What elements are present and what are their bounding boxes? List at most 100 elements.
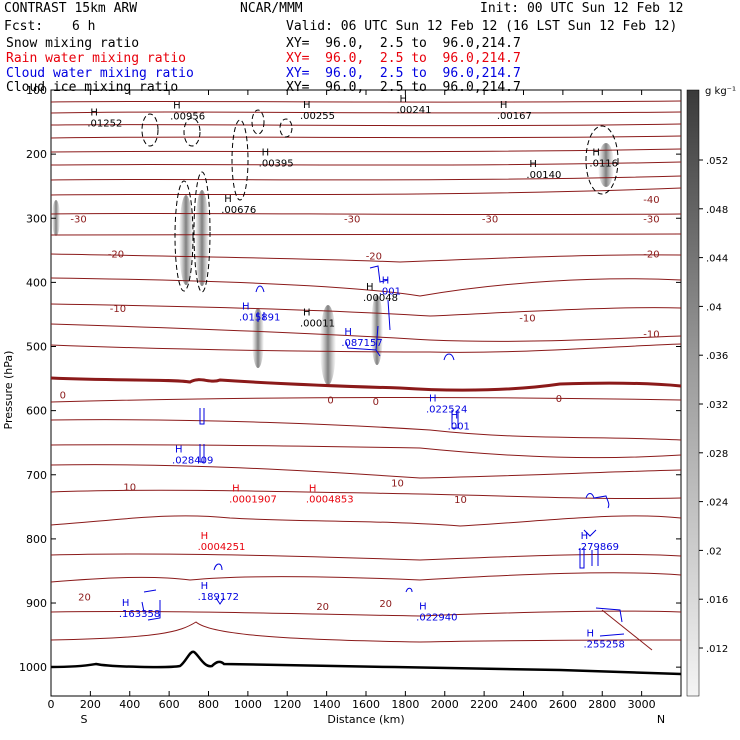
y-tick-label: 300: [26, 212, 47, 225]
shade-blob: [252, 308, 264, 368]
colorbar-tick-label: .048: [706, 205, 728, 216]
shade-blob: [371, 295, 383, 365]
maximum-marker: H: [451, 410, 459, 421]
y-tick-label: 800: [26, 533, 47, 546]
y-tick-label: 600: [26, 405, 47, 418]
colorbar-tick-label: .02: [706, 546, 722, 557]
colorbar-tick-label: .032: [706, 400, 728, 411]
temperature-label: 10: [123, 482, 136, 493]
temperature-label: 0: [556, 394, 562, 405]
maximum-value: .0116: [589, 158, 618, 169]
temperature-label: 10: [391, 478, 404, 489]
x-tick-label: 800: [198, 698, 219, 711]
temperature-label: -30: [344, 214, 360, 225]
maximum-value: .255258: [584, 639, 625, 650]
temperature-label: 20: [78, 593, 91, 604]
maximum-marker: H: [303, 308, 311, 319]
y-tick-label: 500: [26, 341, 47, 354]
maximum-value: .00395: [259, 158, 294, 169]
maximum-marker: H: [232, 483, 240, 494]
colorbar-tick-label: .012: [706, 644, 728, 655]
x-tick-label: 0: [48, 698, 55, 711]
maximum-marker: H: [262, 147, 270, 158]
maximum-value: .189172: [198, 592, 239, 603]
colorbar-tick-label: .016: [706, 595, 728, 606]
maximum-marker: H: [175, 444, 183, 455]
model-title: CONTRAST 15km ARW: [4, 1, 138, 16]
x-tick-label: 2200: [470, 698, 498, 711]
temperature-label: -10: [110, 304, 126, 315]
y-tick-label: 700: [26, 469, 47, 482]
maximum-marker: H: [429, 394, 437, 405]
maximum-marker: H: [122, 598, 130, 609]
maximum-value: .00676: [221, 205, 256, 216]
colorbar-tick-label: .044: [706, 254, 728, 265]
shade-blob: [598, 143, 614, 187]
maximum-marker: H: [242, 301, 250, 312]
field-snow-name: Snow mixing ratio: [6, 36, 140, 51]
maximum-marker: H: [303, 100, 311, 111]
maximum-value: .0004853: [306, 494, 354, 505]
temperature-label: -30: [643, 214, 659, 225]
field-rain-name: Rain water mixing ratio: [6, 51, 187, 66]
maximum-marker: H: [529, 159, 537, 170]
maximum-marker: H: [344, 327, 352, 338]
cloud-water-contours: [141, 265, 625, 637]
maximum-value: .022940: [416, 612, 457, 623]
x-tick-label: 2400: [510, 698, 538, 711]
maximum-marker: H: [309, 483, 317, 494]
freezing-level-contour: [50, 376, 682, 392]
maximum-value: .00140: [526, 170, 561, 181]
field-rain-xy: XY= 96.0, 2.5 to 96.0,214.7: [286, 51, 521, 66]
center-title: NCAR/MMM: [240, 1, 303, 16]
x-tick-label: 2800: [588, 698, 616, 711]
field-cloudice-name: Cloud ice mixing ratio: [6, 80, 179, 95]
maximum-marker: H: [592, 147, 600, 158]
snow-contours: [141, 109, 619, 293]
field-cloudwater-name: Cloud water mixing ratio: [6, 66, 194, 81]
x-tick-label: 2000: [431, 698, 459, 711]
maximum-marker: H: [587, 628, 595, 639]
maximum-value: .022524: [426, 405, 467, 416]
maximum-marker: H: [500, 100, 508, 111]
colorbar-tick-label: .052: [706, 156, 728, 167]
maximum-value: .001: [379, 287, 401, 298]
x-tick-label: 1200: [273, 698, 301, 711]
temperature-label: -20: [108, 250, 124, 261]
maximum-marker: H: [201, 581, 209, 592]
temperature-label: 0: [373, 397, 379, 408]
x-tick-label: 400: [119, 698, 140, 711]
temperature-label: -20: [366, 251, 382, 262]
plot-frame: [50, 89, 682, 697]
temperature-label: -30: [482, 214, 498, 225]
y-axis-label: Pressure (hPa): [2, 351, 15, 430]
x-tick-label: 600: [159, 698, 180, 711]
maximum-value: .00956: [170, 112, 205, 123]
colorbar-unit: g kg⁻¹: [705, 86, 736, 97]
maximum-marker: H: [419, 601, 427, 612]
y-tick-label: 900: [26, 597, 47, 610]
colorbar-ticks: .052 .048 .044 .04 .036 .032 .028 .024 .02 .016 .0…: [699, 156, 728, 655]
maximum-value: .087157: [341, 338, 382, 349]
y-tick-label: 400: [26, 276, 47, 289]
maximum-value: .001: [448, 421, 470, 432]
maximum-value: .00011: [300, 319, 335, 330]
colorbar-tick-label: .036: [706, 351, 728, 362]
maximum-marker: H: [224, 194, 232, 205]
valid-time: Valid: 06 UTC Sun 12 Feb 12 (16 LST Sun …: [286, 19, 678, 34]
temperature-contour-segment: [601, 609, 653, 651]
maximum-marker: H: [201, 531, 209, 542]
x-tick-label: 1800: [391, 698, 419, 711]
colorbar: [686, 89, 700, 697]
temperature-label: 10: [454, 495, 467, 506]
maximum-value: .01252: [87, 119, 122, 130]
x-axis-left-endpoint: S: [81, 713, 88, 726]
maximum-marker: H: [173, 101, 181, 112]
x-axis-label: Distance (km): [327, 713, 404, 726]
shade-blob: [179, 195, 193, 285]
x-tick-label: 1000: [234, 698, 262, 711]
maximum-value: .00048: [363, 293, 398, 304]
